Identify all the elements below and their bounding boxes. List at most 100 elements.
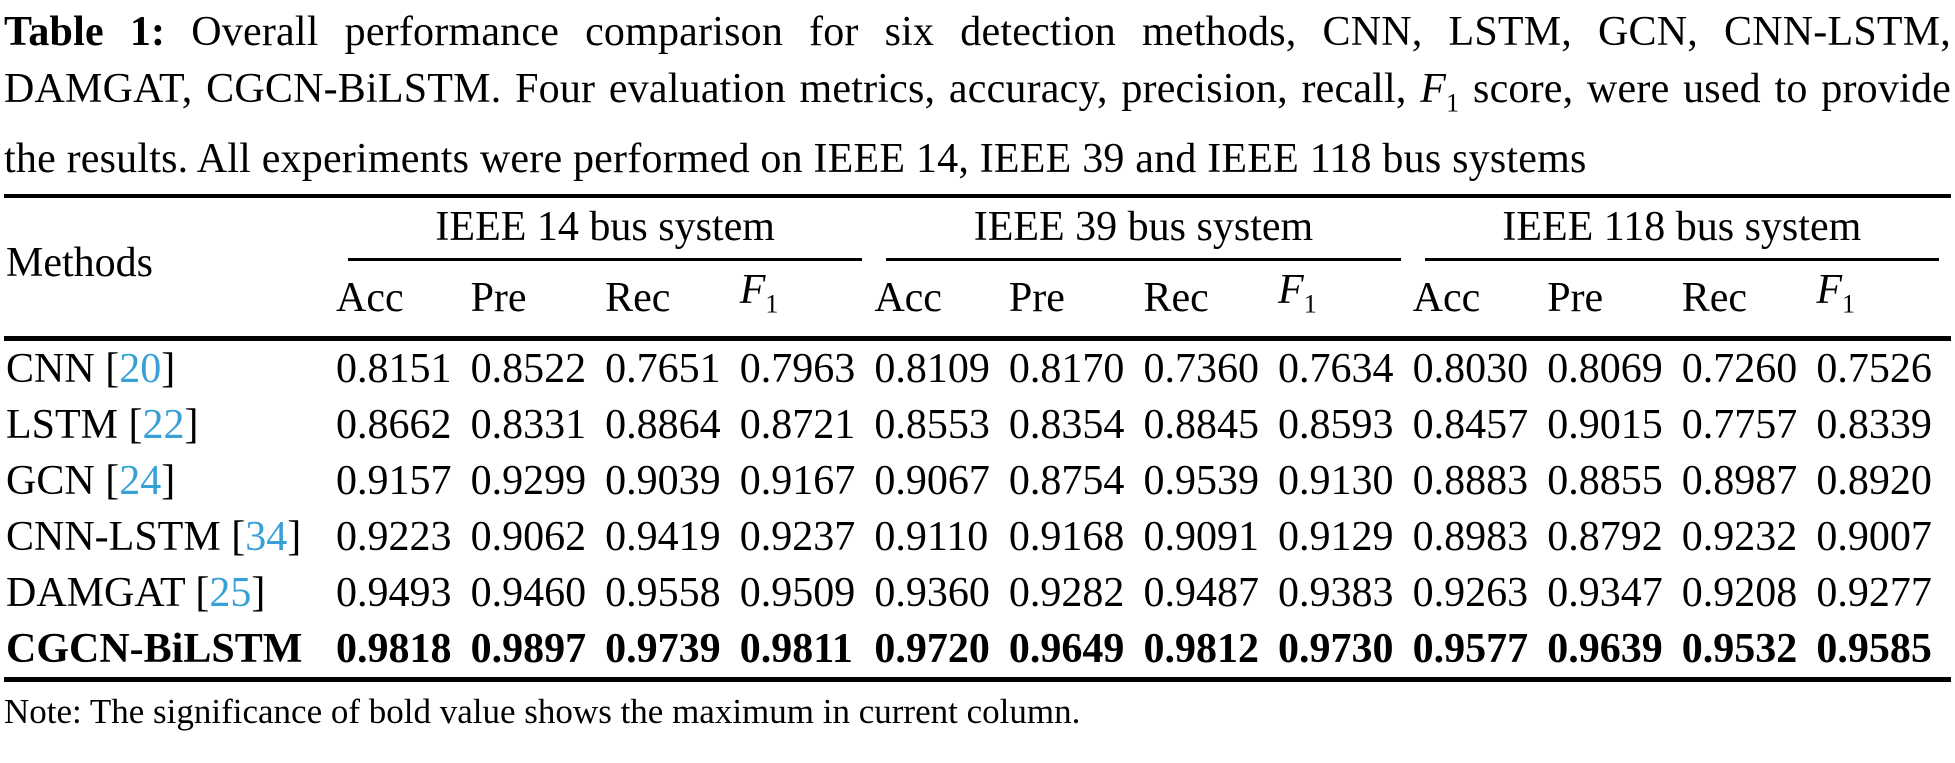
method-cell: CGCN-BiLSTM <box>4 620 336 682</box>
metric-value: 0.8754 <box>1008 457 1125 504</box>
metric-value: 0.9015 <box>1547 401 1663 448</box>
table-row: LSTM [22] 0.8662 0.8331 0.8864 0.8721 0.8553 0… <box>4 397 1951 453</box>
metric-value: 0.9232 <box>1681 513 1798 560</box>
metric-value: 0.9539 <box>1143 457 1259 504</box>
method-cell: GCN [24] <box>6 457 176 504</box>
metric-value: 0.8920 <box>1816 457 1932 504</box>
metric-value: 0.9419 <box>605 513 721 560</box>
metric-value: 0.9509 <box>739 569 856 616</box>
metric-value: 0.9577 <box>1412 620 1548 682</box>
metric-value: 0.8339 <box>1816 401 1932 448</box>
metric-value: 0.9487 <box>1143 569 1259 616</box>
metric-value: 0.9812 <box>1143 620 1279 682</box>
metric-value: 0.9062 <box>470 513 587 560</box>
metric-value: 0.8662 <box>336 401 452 448</box>
metric-value: 0.9818 <box>336 620 471 682</box>
metric-value: 0.7260 <box>1681 345 1798 392</box>
group-header-ieee39-bus-system: IEEE 39 bus system <box>874 196 1412 262</box>
table-row: CNN [20] 0.8151 0.8522 0.7651 0.7963 0.8109 0.… <box>4 338 1951 397</box>
table-caption-label: Table 1: <box>4 9 166 55</box>
metric-value: 0.9110 <box>874 513 989 560</box>
metric-value: 0.9039 <box>605 457 721 504</box>
metric-value: 0.9730 <box>1278 620 1413 682</box>
metric-value: 0.9208 <box>1681 569 1798 616</box>
metric-value: 0.9649 <box>1008 620 1144 682</box>
metric-value: 0.9493 <box>336 569 452 616</box>
metric-value: 0.8553 <box>874 401 990 448</box>
method-cell: CNN-LSTM [34] <box>6 513 302 560</box>
column-header-acc: Acc <box>1412 261 1548 341</box>
metric-value: 0.8151 <box>336 345 452 392</box>
column-header-methods: Methods <box>4 196 336 341</box>
method-cell: CNN [20] <box>6 345 176 392</box>
metric-value: 0.9223 <box>336 513 452 560</box>
metric-value: 0.9157 <box>336 457 452 504</box>
f1-math-symbol: F <box>1420 66 1447 112</box>
metric-value: 0.8721 <box>739 401 856 448</box>
metric-value: 0.9263 <box>1412 569 1529 616</box>
paper-table-figure: Table 1: Overall performance comparison … <box>4 4 1951 731</box>
method-cell: DAMGAT [25] <box>6 569 266 616</box>
metric-value: 0.9282 <box>1008 569 1125 616</box>
metric-value: 0.9460 <box>470 569 587 616</box>
f1-subscript: 1 <box>1446 88 1460 118</box>
metric-value: 0.9811 <box>739 620 875 682</box>
column-header-pre: Pre <box>1008 261 1144 341</box>
f1-subscript: 1 <box>765 289 779 319</box>
metric-value: 0.8457 <box>1412 401 1529 448</box>
metric-value: 0.8109 <box>874 345 990 392</box>
results-table: Methods IEEE 14 bus system IEEE 39 bus s… <box>4 194 1951 682</box>
metric-value: 0.9383 <box>1278 569 1394 616</box>
metric-value: 0.7526 <box>1816 345 1932 392</box>
metric-value: 0.9347 <box>1547 569 1663 616</box>
f1-math-symbol: F <box>739 267 766 314</box>
metric-value: 0.8030 <box>1412 345 1529 392</box>
citation-link[interactable]: 25 <box>209 569 252 616</box>
group-header-ieee118-bus-system: IEEE 118 bus system <box>1413 196 1951 262</box>
metric-value: 0.8593 <box>1278 401 1394 448</box>
metric-value: 0.9639 <box>1547 620 1682 682</box>
metric-value: 0.9129 <box>1278 513 1394 560</box>
metric-value: 0.9167 <box>739 457 856 504</box>
table-caption: Table 1: Overall performance comparison … <box>4 4 1951 188</box>
metric-value: 0.9558 <box>605 569 721 616</box>
group-header-label: IEEE 39 bus system <box>886 204 1401 262</box>
f1-math-symbol: F <box>1816 267 1843 314</box>
column-header-rec: Rec <box>1143 261 1279 341</box>
metric-value: 0.8792 <box>1547 513 1663 560</box>
metric-value: 0.9277 <box>1816 569 1932 616</box>
citation-link[interactable]: 24 <box>119 457 162 504</box>
metric-value: 0.8855 <box>1547 457 1663 504</box>
citation-link[interactable]: 20 <box>119 345 162 392</box>
metric-value: 0.8983 <box>1412 513 1529 560</box>
table-caption-text: Overall performance comparison for six d… <box>4 9 1952 183</box>
metric-value: 0.8864 <box>605 401 721 448</box>
group-header-label: IEEE 14 bus system <box>348 204 863 262</box>
metric-value: 0.9130 <box>1278 457 1394 504</box>
metric-value: 0.7963 <box>739 345 856 392</box>
group-header-label: IEEE 118 bus system <box>1424 204 1939 262</box>
metric-value: 0.7360 <box>1143 345 1259 392</box>
metric-value: 0.9168 <box>1008 513 1125 560</box>
table-note: Note: The significance of bold value sho… <box>4 691 1081 731</box>
column-header-rec: Rec <box>605 261 740 341</box>
table-row: CNN-LSTM [34] 0.9223 0.9062 0.9419 0.9237 0.9… <box>4 509 1951 565</box>
column-header-f1: F1 <box>739 261 875 341</box>
citation-link[interactable]: 34 <box>245 513 288 560</box>
column-header-acc: Acc <box>874 261 1009 341</box>
metric-value: 0.7757 <box>1681 401 1798 448</box>
metric-value: 0.9299 <box>470 457 587 504</box>
column-header-f1: F1 <box>1816 261 1951 341</box>
metric-value: 0.9237 <box>739 513 856 560</box>
metric-value: 0.8883 <box>1412 457 1529 504</box>
metric-value: 0.8069 <box>1547 345 1663 392</box>
metric-value: 0.9007 <box>1816 513 1932 560</box>
metric-value: 0.8845 <box>1143 401 1259 448</box>
column-header-pre: Pre <box>1547 261 1682 341</box>
f1-math-symbol: F <box>1278 267 1304 314</box>
metric-value: 0.8331 <box>470 401 587 448</box>
f1-subscript: 1 <box>1842 289 1856 319</box>
citation-link[interactable]: 22 <box>142 401 185 448</box>
metric-value: 0.9897 <box>470 620 606 682</box>
column-header-f1: F1 <box>1278 261 1413 341</box>
